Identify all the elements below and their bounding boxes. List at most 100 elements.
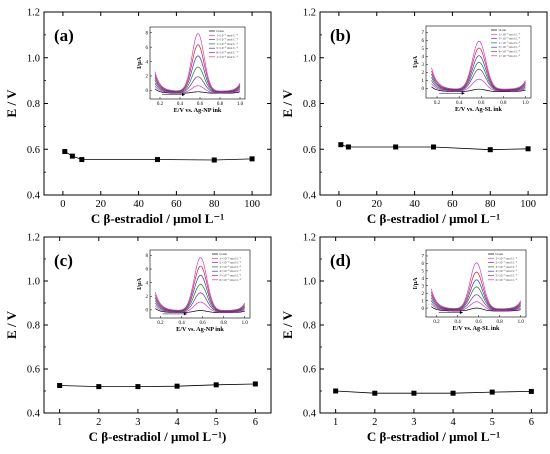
inset-x-tick-label: 0.4	[178, 321, 185, 326]
legend-entry: 5×10⁻⁶ mol L⁻¹	[499, 37, 521, 41]
y-axis-label: E / V	[280, 89, 295, 118]
voltammogram-curve	[155, 308, 245, 313]
voltammogram-curve	[154, 85, 241, 94]
inset-y-tick-label: 8	[146, 31, 149, 36]
inset-x-tick-label: 0.8	[500, 101, 507, 106]
inset-x-tick-label: 0.6	[476, 320, 483, 325]
inset-y-tick-label: 7	[422, 31, 425, 36]
data-point	[62, 149, 68, 155]
data-point	[345, 144, 351, 150]
x-tick-label: 6	[529, 417, 534, 428]
x-tick-label: 40	[409, 199, 420, 210]
legend-entry: 2×10⁻⁶ mol L⁻¹	[220, 261, 242, 265]
y-tick-label: 1.0	[303, 277, 316, 288]
data-point	[393, 144, 399, 150]
x-tick-label: 3	[135, 417, 140, 428]
data-point	[135, 384, 141, 390]
data-point	[69, 153, 75, 159]
voltammogram-curve	[155, 292, 245, 313]
panel-label: (c)	[54, 251, 73, 270]
data-point	[252, 381, 258, 387]
legend-entry: blank	[496, 252, 504, 256]
y-tick-label: 0.6	[303, 145, 316, 156]
y-tick-label: 0.4	[303, 191, 317, 202]
inset-y-tick-label: 7	[422, 255, 425, 260]
scan-arrow-head	[461, 91, 465, 95]
legend-entry: blank	[499, 28, 507, 32]
y-tick-label: 0.8	[27, 321, 40, 332]
y-axis-label: E / V	[4, 89, 19, 118]
y-tick-label: 1.2	[303, 233, 316, 244]
voltammogram-curve	[431, 47, 526, 90]
inset-y-tick-label: 2	[422, 71, 425, 76]
x-tick-label: 5	[214, 417, 219, 428]
y-tick-label: 1.0	[27, 53, 40, 64]
data-point	[372, 390, 378, 396]
voltammogram-curve	[430, 279, 521, 310]
x-tick-label: 0	[336, 199, 341, 210]
inset-curves	[154, 257, 246, 313]
inset-y-tick-label: 0	[146, 89, 149, 94]
y-axis-label: E / V	[4, 310, 19, 339]
voltammogram-curve	[154, 257, 246, 311]
legend-entry: 2×10⁻⁶ mol L⁻¹	[496, 261, 518, 265]
x-axis-label: C β-estradiol / μmol L⁻¹	[367, 429, 500, 444]
y-tick-label: 1.0	[303, 53, 316, 64]
inset-plot: 0.2 0.4 0.6 0.8 1.0 0 1 2 3 4 5 6 7 E/V vs. Ag-SL ink…	[412, 249, 527, 332]
y-axis-label: E / V	[280, 310, 295, 339]
voltammogram-curve	[431, 86, 526, 92]
panel-label: (a)	[54, 26, 74, 45]
inset-y-tick-label: 6	[422, 262, 425, 267]
inset-x-tick-label: 1.0	[237, 102, 244, 107]
inset-frame	[149, 249, 251, 319]
inset-y-axis-label: I/μA	[412, 55, 419, 68]
x-tick-label: 100	[520, 199, 536, 210]
inset-y-tick-label: 3	[422, 63, 425, 68]
voltammogram-curve	[154, 66, 241, 93]
inset-plot: 0.2 0.4 0.6 0.8 1.0 0 2 4 6 8 E/V vs. Ag-NP ink I/μ…	[136, 249, 251, 333]
inset-y-axis-label: I/μA	[136, 56, 143, 69]
data-point	[79, 157, 85, 163]
inset-y-tick-label: 2	[146, 75, 149, 80]
scan-arrow-head	[182, 93, 185, 97]
inset-y-tick-label: 4	[146, 60, 149, 65]
legend-entry: 5×10⁻⁶ mol L⁻¹	[496, 274, 518, 278]
inset-y-tick-label: 8	[146, 254, 149, 259]
inset-plot: 0.2 0.4 0.6 0.8 1.0 0 2 4 6 8 E/V vs. Ag-NP ink I/μ…	[136, 26, 246, 114]
legend-entry: 6×10⁻⁶ mol L⁻¹	[220, 278, 242, 282]
data-point	[487, 147, 493, 153]
data-point	[431, 144, 436, 150]
inset-x-tick-label: 0.6	[197, 102, 204, 107]
inset-y-axis-label: I/μA	[412, 277, 419, 290]
legend-entry: 1×10⁻⁶ mol L⁻¹	[499, 32, 521, 36]
voltammogram-curve	[431, 78, 526, 92]
data-point	[333, 388, 339, 394]
inset-y-tick-label: 1	[422, 299, 425, 304]
y-tick-label: 0.6	[27, 145, 40, 156]
voltammogram-curve	[431, 55, 526, 91]
data-point	[57, 383, 63, 388]
inset-x-tick-label: 0.8	[217, 102, 224, 107]
inset-y-tick-label: 1	[422, 79, 425, 84]
inset-y-tick-label: 2	[146, 295, 149, 300]
x-tick-label: 1	[333, 417, 338, 428]
inset-frame	[149, 26, 246, 100]
inset-y-tick-label: 4	[146, 281, 149, 286]
legend-entry: 6×10⁻⁶ mol L⁻¹	[496, 278, 518, 282]
data-point	[525, 146, 531, 152]
data-point	[213, 382, 219, 388]
x-tick-label: 2	[372, 417, 377, 428]
inset-x-tick-label: 0.4	[454, 320, 461, 325]
x-tick-label: 5	[490, 417, 495, 428]
voltammogram-curve	[431, 306, 521, 312]
y-tick-label: 1.2	[303, 8, 316, 19]
x-axis-label: C β-estradiol / μmol L⁻¹	[367, 211, 500, 226]
inset-plot: 0.2 0.4 0.6 0.8 1.0 0 1 2 3 4 5 6 7 E/V vs. Ag-SL ink…	[412, 25, 532, 113]
voltammogram-curve	[154, 283, 245, 312]
inset-x-tick-label: 0.2	[434, 101, 441, 106]
x-tick-label: 20	[372, 199, 383, 210]
legend-entry: 1×10⁻⁴ mol L⁻¹	[499, 54, 521, 58]
